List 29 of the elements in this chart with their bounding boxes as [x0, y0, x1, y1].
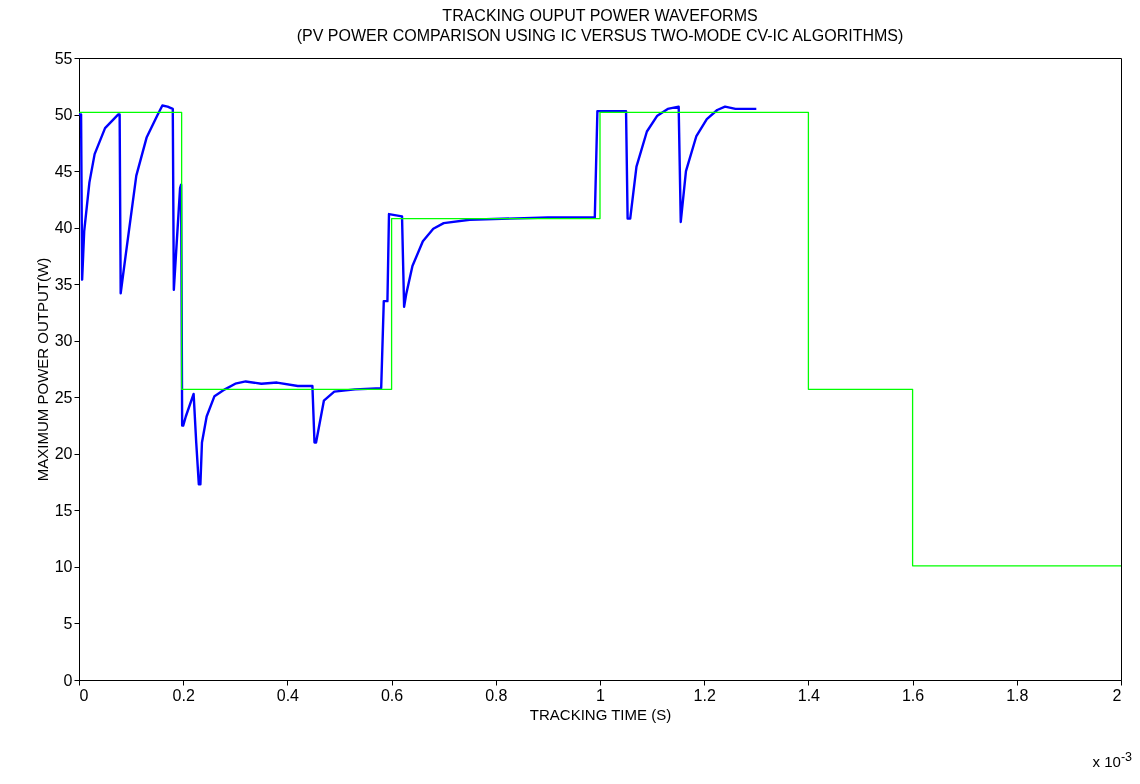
y-tick-label: 0 [63, 671, 73, 689]
x-tick-label: 2 [1112, 686, 1122, 704]
y-tick-label: 35 [54, 275, 73, 293]
y-tick-label: 25 [54, 388, 73, 406]
y-tick-label: 15 [54, 501, 73, 519]
y-tick-label: 45 [54, 162, 73, 180]
y-tick-label: 5 [63, 614, 73, 632]
y-tick-label: 55 [54, 49, 73, 67]
x-tick-label: 1 [596, 686, 606, 704]
y-tick-label: 40 [54, 219, 73, 237]
x-tick-label: 0.4 [276, 686, 300, 704]
y-axis-title: MAXIMUM POWER OUTPUT(W) [33, 257, 51, 482]
x-axis-title: TRACKING TIME (S) [529, 705, 672, 723]
y-tick-label: 30 [54, 332, 73, 350]
y-tick-label: 50 [54, 106, 73, 124]
text: TRACKING OUPUT POWER WAVEFORMS [442, 7, 758, 24]
text: x 10$^{-3}$ [1092, 750, 1132, 770]
line-series [79, 104, 758, 486]
x-tick-label: 0.8 [485, 686, 508, 704]
x-tick-label: 0 [79, 686, 89, 704]
x-tick-label: 0.2 [172, 686, 195, 704]
x-tick-label: 1.6 [901, 686, 925, 704]
x-tick-label: 1.4 [797, 686, 821, 704]
x-tick-label: 0.6 [380, 686, 404, 704]
y-tick-label: 10 [54, 558, 73, 576]
x-tick-label: 1.2 [693, 686, 716, 704]
x-tick-label: 1.8 [1006, 686, 1029, 704]
text: (PV POWER COMPARISON USING IC VERSUS TWO-MODE CV-IC ALGORITHMS) [296, 27, 904, 44]
y-tick-label: 20 [54, 445, 73, 463]
